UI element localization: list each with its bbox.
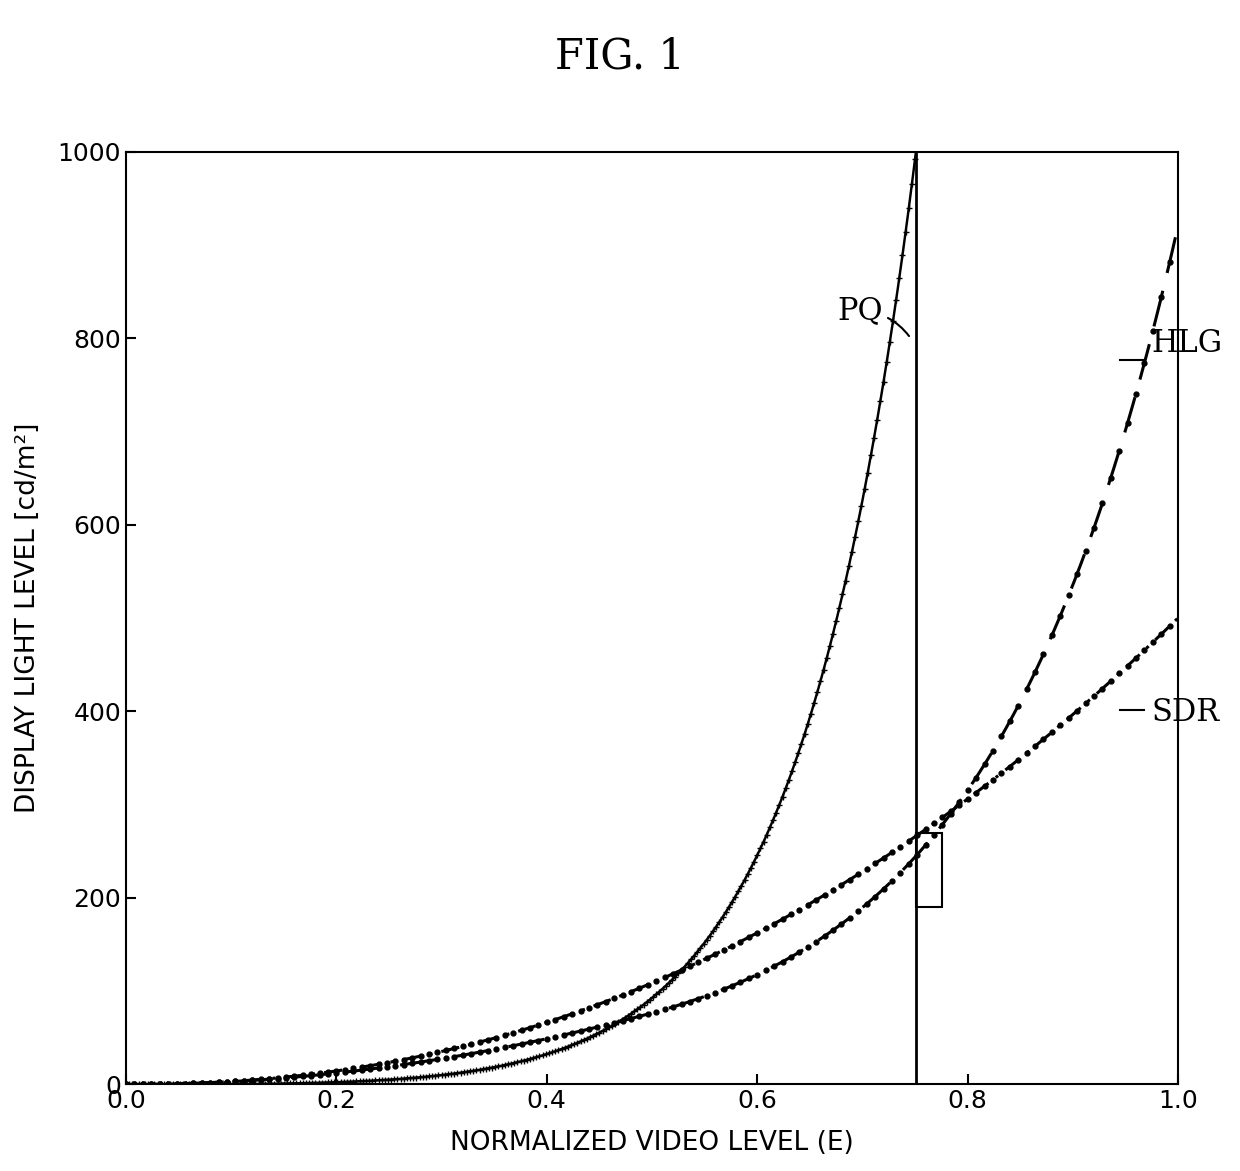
Text: SDR: SDR [1152, 697, 1220, 727]
Text: HLG: HLG [1152, 328, 1223, 359]
Text: FIG. 1: FIG. 1 [556, 35, 684, 77]
X-axis label: NORMALIZED VIDEO LEVEL (E): NORMALIZED VIDEO LEVEL (E) [450, 1130, 854, 1156]
Text: PQ: PQ [837, 295, 909, 336]
Bar [916, 833, 942, 908]
Y-axis label: DISPLAY LIGHT LEVEL [cd/m²]: DISPLAY LIGHT LEVEL [cd/m²] [15, 423, 41, 814]
